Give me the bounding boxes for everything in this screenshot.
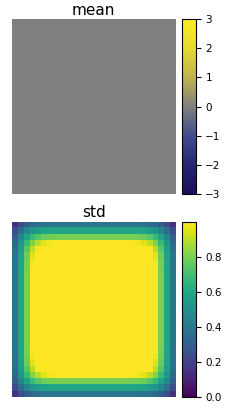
Title: mean: mean [72, 3, 115, 18]
Title: std: std [82, 205, 105, 220]
